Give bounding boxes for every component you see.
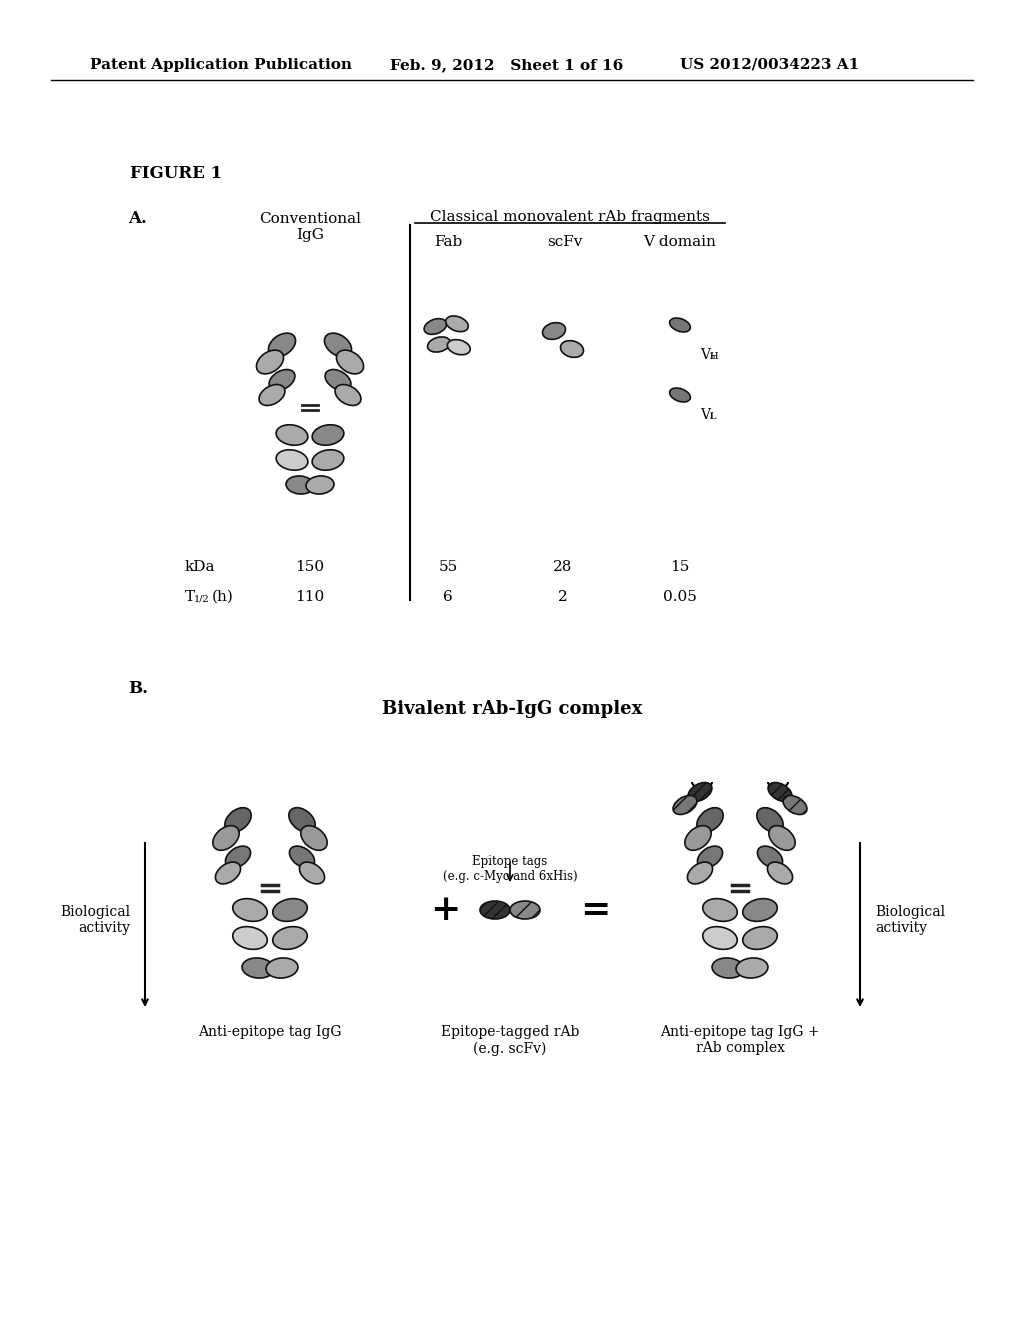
Text: 28: 28	[553, 560, 572, 574]
Text: Bivalent rAb-IgG complex: Bivalent rAb-IgG complex	[382, 700, 642, 718]
Ellipse shape	[510, 902, 540, 919]
Ellipse shape	[670, 388, 690, 403]
Ellipse shape	[543, 322, 565, 339]
Ellipse shape	[783, 796, 807, 814]
Ellipse shape	[670, 318, 690, 331]
Text: H: H	[709, 352, 718, 360]
Text: Patent Application Publication: Patent Application Publication	[90, 58, 352, 73]
Ellipse shape	[697, 808, 723, 833]
Text: kDa: kDa	[185, 560, 215, 574]
Text: Feb. 9, 2012   Sheet 1 of 16: Feb. 9, 2012 Sheet 1 of 16	[390, 58, 624, 73]
Ellipse shape	[560, 341, 584, 358]
Ellipse shape	[337, 350, 364, 374]
Ellipse shape	[242, 958, 274, 978]
Ellipse shape	[702, 927, 737, 949]
Ellipse shape	[272, 899, 307, 921]
Ellipse shape	[256, 350, 284, 374]
Text: 150: 150	[296, 560, 325, 574]
Ellipse shape	[306, 477, 334, 494]
Text: 1/2: 1/2	[194, 595, 210, 605]
Text: 55: 55	[438, 560, 458, 574]
Ellipse shape	[688, 783, 712, 801]
Text: L: L	[709, 412, 716, 421]
Text: 110: 110	[295, 590, 325, 605]
Text: FIGURE 1: FIGURE 1	[130, 165, 222, 182]
Text: Epitope-tagged rAb
(e.g. scFv): Epitope-tagged rAb (e.g. scFv)	[440, 1026, 580, 1056]
Text: 15: 15	[671, 560, 690, 574]
Ellipse shape	[736, 958, 768, 978]
Ellipse shape	[286, 477, 314, 494]
Ellipse shape	[290, 846, 314, 869]
Text: Conventional
IgG: Conventional IgG	[259, 213, 361, 242]
Ellipse shape	[757, 808, 783, 833]
Ellipse shape	[232, 927, 267, 949]
Ellipse shape	[697, 846, 723, 869]
Text: 6: 6	[443, 590, 453, 605]
Ellipse shape	[702, 899, 737, 921]
Text: (h): (h)	[212, 590, 233, 605]
Text: 0.05: 0.05	[664, 590, 697, 605]
Text: US 2012/0034223 A1: US 2012/0034223 A1	[680, 58, 859, 73]
Ellipse shape	[325, 370, 351, 391]
Ellipse shape	[769, 826, 796, 850]
Text: Epitope tags
(e.g. c-Myc and 6xHis): Epitope tags (e.g. c-Myc and 6xHis)	[442, 855, 578, 883]
Ellipse shape	[269, 370, 295, 391]
Text: Anti-epitope tag IgG +
rAb complex: Anti-epitope tag IgG + rAb complex	[660, 1026, 820, 1055]
Ellipse shape	[312, 450, 344, 470]
Ellipse shape	[447, 339, 470, 355]
Text: +: +	[430, 894, 460, 927]
Ellipse shape	[687, 862, 713, 884]
Ellipse shape	[767, 862, 793, 884]
Ellipse shape	[289, 808, 315, 833]
Text: =: =	[580, 894, 610, 927]
Text: V domain: V domain	[643, 235, 717, 249]
Ellipse shape	[259, 384, 285, 405]
Text: Classical monovalent rAb fragments: Classical monovalent rAb fragments	[430, 210, 710, 224]
Ellipse shape	[268, 333, 296, 356]
Ellipse shape	[213, 826, 240, 850]
Ellipse shape	[276, 450, 308, 470]
Text: Biological
activity: Biological activity	[874, 906, 945, 935]
Text: A.: A.	[128, 210, 146, 227]
Ellipse shape	[266, 958, 298, 978]
Ellipse shape	[325, 333, 351, 356]
Ellipse shape	[301, 826, 327, 850]
Ellipse shape	[712, 958, 744, 978]
Ellipse shape	[225, 846, 251, 869]
Ellipse shape	[480, 902, 510, 919]
Ellipse shape	[335, 384, 360, 405]
Text: Vₕ: Vₕ	[700, 348, 716, 362]
Ellipse shape	[742, 927, 777, 949]
Ellipse shape	[225, 808, 251, 833]
Ellipse shape	[758, 846, 782, 869]
Text: Vₗ: Vₗ	[700, 408, 714, 422]
Ellipse shape	[299, 862, 325, 884]
Ellipse shape	[673, 796, 697, 814]
Ellipse shape	[424, 318, 446, 334]
Ellipse shape	[685, 826, 711, 850]
Ellipse shape	[428, 337, 451, 352]
Ellipse shape	[276, 425, 308, 445]
Text: B.: B.	[128, 680, 148, 697]
Ellipse shape	[445, 315, 468, 331]
Text: Fab: Fab	[434, 235, 462, 249]
Text: scFv: scFv	[547, 235, 583, 249]
Ellipse shape	[768, 783, 792, 801]
Text: 2: 2	[558, 590, 568, 605]
Ellipse shape	[742, 899, 777, 921]
Ellipse shape	[215, 862, 241, 884]
Text: Anti-epitope tag IgG: Anti-epitope tag IgG	[199, 1026, 342, 1039]
Text: T: T	[185, 590, 196, 605]
Text: Biological
activity: Biological activity	[59, 906, 130, 935]
Ellipse shape	[272, 927, 307, 949]
Ellipse shape	[232, 899, 267, 921]
Ellipse shape	[312, 425, 344, 445]
